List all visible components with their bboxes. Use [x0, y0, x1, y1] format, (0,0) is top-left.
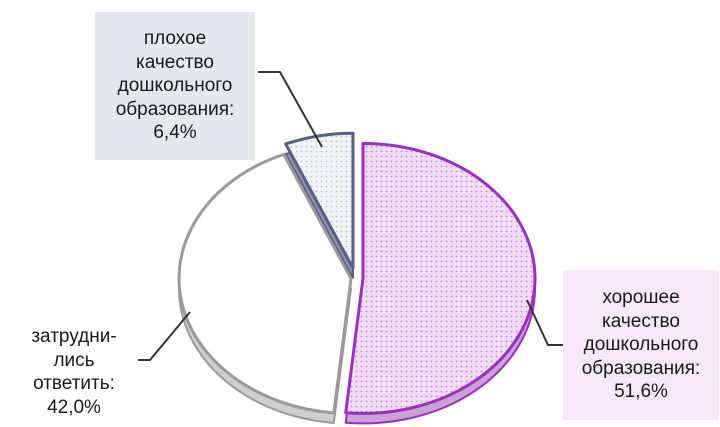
slice-label-undecided: затрудни- лись ответить: 42,0% — [14, 320, 134, 424]
leader-line-poor-quality — [258, 71, 323, 148]
pie-slice-undecided — [177, 152, 353, 415]
pie-slice-good-quality — [344, 141, 537, 415]
pie-slice-poor-quality — [284, 131, 355, 270]
slice-label-good-quality: хорошее качество дошкольного образования… — [563, 270, 719, 420]
leader-line-good-quality — [526, 299, 563, 346]
slice-label-poor-quality: плохое качество дошкольного образования:… — [95, 12, 255, 160]
slice-label-good-quality-text: хорошее качество дошкольного образования… — [581, 287, 701, 403]
leader-line-undecided — [138, 311, 191, 361]
slice-label-poor-quality-text: плохое качество дошкольного образования:… — [115, 28, 235, 144]
slice-label-undecided-text: затрудни- лись ответить: 42,0% — [31, 326, 117, 418]
